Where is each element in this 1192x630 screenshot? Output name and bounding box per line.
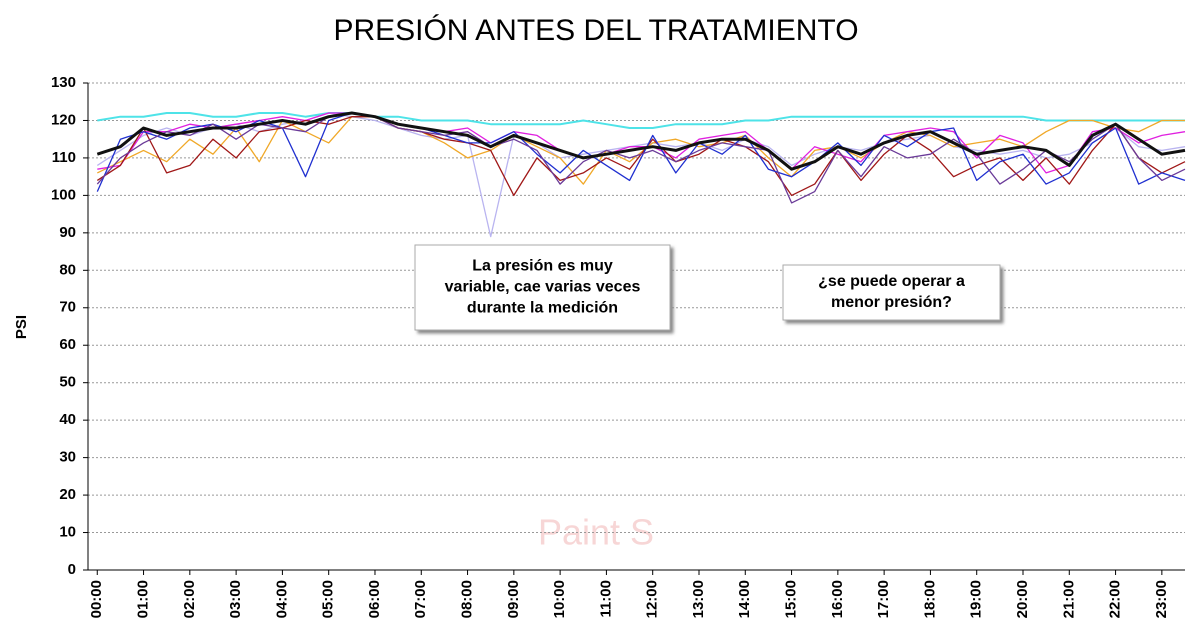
x-tick-label: 12:00 — [644, 580, 661, 618]
y-tick-label: 50 — [59, 374, 76, 391]
y-tick-label: 40 — [59, 411, 76, 428]
x-tick-label: 06:00 — [366, 580, 383, 618]
x-tick-label: 05:00 — [320, 580, 337, 618]
series-line — [97, 113, 1185, 173]
annotation-text: variable, cae varias veces — [445, 279, 641, 296]
x-tick-label: 20:00 — [1014, 580, 1031, 618]
y-tick-label: 130 — [51, 74, 76, 91]
x-tick-label: 04:00 — [273, 580, 290, 618]
x-tick-label: 13:00 — [690, 580, 707, 618]
x-tick-label: 03:00 — [227, 580, 244, 618]
chart: PRESIÓN ANTES DEL TRATAMIENTO PSI Paint … — [0, 0, 1192, 630]
x-tick-label: 23:00 — [1153, 580, 1170, 618]
y-tick-label: 80 — [59, 261, 76, 278]
y-axis-label: PSI — [13, 315, 30, 339]
x-tick-label: 01:00 — [135, 580, 152, 618]
x-tick-label: 21:00 — [1060, 580, 1077, 618]
x-tick-label: 09:00 — [505, 580, 522, 618]
y-tick-label: 30 — [59, 449, 76, 466]
x-tick-label: 07:00 — [412, 580, 429, 618]
chart-title: PRESIÓN ANTES DEL TRATAMIENTO — [333, 14, 858, 47]
annotation-text: La presión es muy — [472, 258, 613, 275]
y-tick-label: 90 — [59, 224, 76, 241]
x-tick-label: 16:00 — [829, 580, 846, 618]
x-tick-label: 08:00 — [459, 580, 476, 618]
x-tick-label: 15:00 — [783, 580, 800, 618]
annotation-text: menor presión? — [831, 294, 952, 311]
x-tick-label: 02:00 — [181, 580, 198, 618]
y-tick-label: 70 — [59, 299, 76, 316]
y-tick-label: 20 — [59, 486, 76, 503]
y-tick-label: 100 — [51, 186, 76, 203]
x-tick-label: 19:00 — [968, 580, 985, 618]
annotation-text: ¿se puede operar a — [818, 273, 965, 290]
x-tick-label: 10:00 — [551, 580, 568, 618]
annotation-text: durante la medición — [467, 300, 618, 317]
x-tick-label: 17:00 — [875, 580, 892, 618]
y-tick-label: 10 — [59, 524, 76, 541]
y-tick-label: 0 — [68, 561, 76, 578]
x-tick-label: 22:00 — [1107, 580, 1124, 618]
x-tick-label: 14:00 — [736, 580, 753, 618]
x-tick-label: 00:00 — [88, 580, 105, 618]
y-tick-label: 60 — [59, 336, 76, 353]
y-tick-label: 120 — [51, 111, 76, 128]
watermark: Paint S — [538, 512, 654, 553]
y-tick-label: 110 — [52, 149, 76, 166]
x-tick-label: 18:00 — [921, 580, 938, 618]
x-tick-label: 11:00 — [597, 580, 614, 618]
